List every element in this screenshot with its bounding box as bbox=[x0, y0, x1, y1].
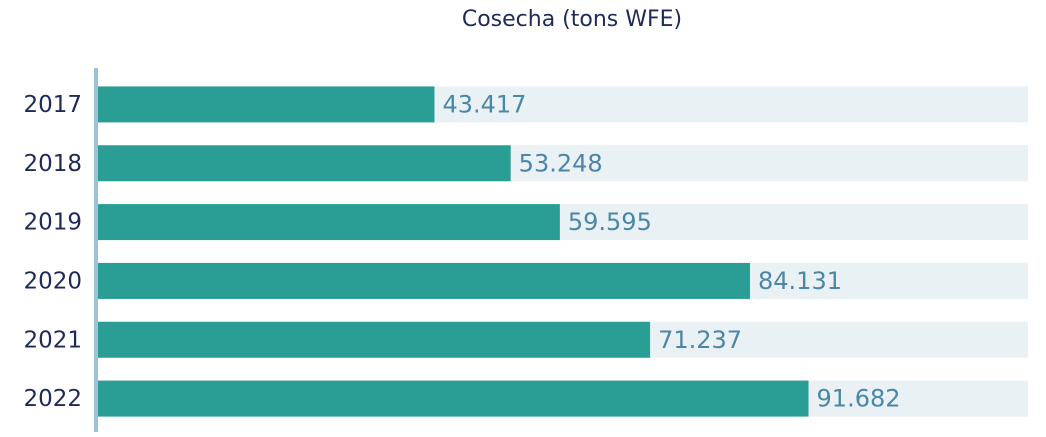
y-tick-label: 2022 bbox=[23, 386, 82, 412]
bar bbox=[98, 321, 651, 358]
bar bbox=[98, 204, 560, 241]
value-label: 71.237 bbox=[658, 326, 742, 354]
y-tick-label: 2018 bbox=[23, 151, 82, 177]
bar bbox=[98, 262, 751, 299]
bar bbox=[98, 145, 511, 182]
y-tick-label: 2020 bbox=[23, 268, 82, 294]
y-tick-label: 2017 bbox=[23, 92, 82, 118]
value-label: 53.248 bbox=[519, 149, 603, 177]
y-tick-label: 2021 bbox=[23, 327, 82, 353]
value-label: 59.595 bbox=[568, 208, 652, 236]
value-label: 84.131 bbox=[758, 267, 842, 295]
bar bbox=[98, 380, 809, 417]
value-label: 43.417 bbox=[442, 90, 526, 118]
chart-title: Cosecha (tons WFE) bbox=[462, 7, 682, 32]
y-tick-label: 2019 bbox=[23, 210, 82, 236]
bar bbox=[98, 86, 435, 123]
value-label: 91.682 bbox=[817, 385, 901, 413]
